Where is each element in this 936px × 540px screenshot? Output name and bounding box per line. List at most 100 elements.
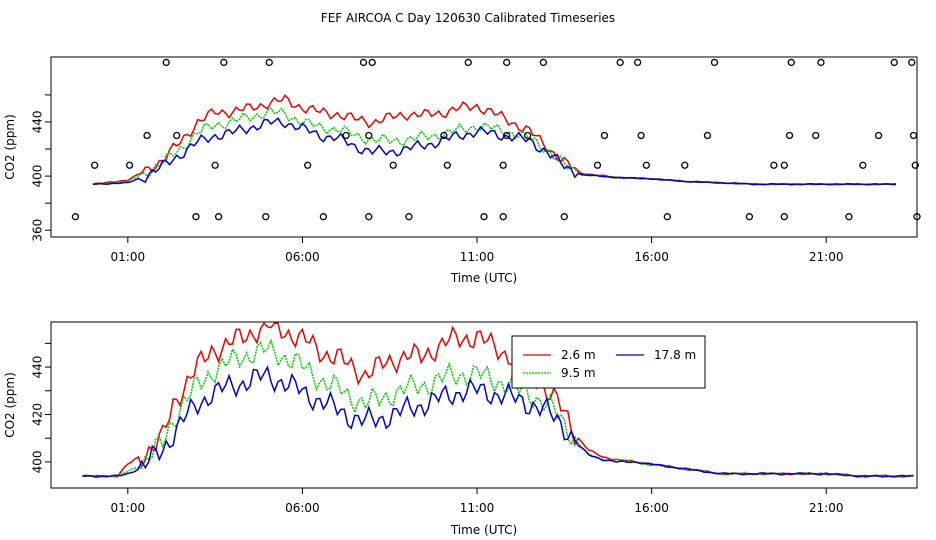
y-tick-label: 440: [31, 356, 45, 379]
calibration-points: [71, 58, 921, 221]
y-tick-label: 420: [31, 403, 45, 426]
calibration-point: [859, 161, 867, 169]
calibration-point: [389, 161, 397, 169]
calibration-point: [71, 213, 80, 221]
x-tick-label: 01:00: [111, 250, 146, 264]
calibration-point: [600, 131, 609, 140]
x-tick-label: 21:00: [809, 250, 844, 264]
calibration-point: [265, 58, 273, 67]
calibration-point: [162, 58, 170, 67]
calibration-point: [710, 58, 719, 67]
calibration-point: [173, 131, 181, 140]
chart-title: FEF AIRCOA C Day 120630 Calibrated Times…: [321, 11, 615, 25]
calibration-point: [785, 131, 794, 140]
calibration-point: [845, 213, 853, 221]
x-tick-label: 11:00: [460, 250, 495, 264]
calibration-point: [616, 58, 624, 67]
calibration-point: [499, 161, 507, 169]
x-tick-label: 16:00: [634, 250, 669, 264]
calibration-point: [817, 58, 825, 67]
calibration-point: [499, 213, 507, 221]
calibration-point: [787, 58, 795, 67]
calibration-point: [304, 161, 312, 169]
panel-top: 01:00 06:00 11:00 16:00 21:00 360 400 440 Time…: [3, 56, 921, 285]
plot-frame-top: [50, 56, 918, 238]
calibration-point: [365, 213, 373, 221]
calibration-point: [90, 161, 99, 169]
calibration-point: [913, 213, 921, 221]
calibration-point: [523, 131, 532, 140]
series-line-bottom-2-6-m: [82, 322, 914, 478]
series-line-top-2-6-m: [92, 93, 897, 186]
series-lines-bottom: [82, 322, 914, 478]
calibration-point: [211, 161, 219, 169]
calibration-point: [780, 213, 788, 221]
calibration-point: [405, 213, 413, 221]
calibration-point: [262, 213, 270, 221]
series-line-bottom-9-5-m: [82, 338, 914, 478]
x-axis-label-top: Time (UTC): [450, 271, 517, 285]
calibration-point: [480, 213, 488, 221]
calibration-point: [560, 213, 568, 221]
calibration-point: [503, 131, 511, 140]
panel-bottom: 01:00 06:00 11:00 16:00 21:00 400 420 440 Time…: [3, 321, 918, 537]
x-tick-label: 21:00: [809, 501, 844, 515]
y-tick-label: 360: [31, 219, 45, 242]
series-lines-top: [92, 93, 897, 186]
calibration-point: [192, 213, 200, 221]
calibration-point: [214, 213, 223, 221]
calibration-point: [780, 161, 788, 169]
legend-box: [511, 335, 706, 389]
calibration-point: [593, 161, 602, 169]
calibration-point: [633, 58, 642, 67]
calibration-point: [125, 161, 134, 169]
x-axis-label-bottom: Time (UTC): [450, 523, 517, 537]
legend-label-17-8m: 17.8 m: [654, 348, 696, 362]
calibration-point: [681, 161, 689, 169]
legend: 2.6 m 9.5 m 17.8 m: [511, 335, 706, 389]
y-axis-label-top: CO2 (ppm): [3, 114, 17, 180]
x-tick-label: 11:00: [460, 501, 495, 515]
calibration-point: [359, 58, 368, 67]
calibration-point: [908, 58, 916, 67]
calibration-point: [911, 161, 919, 169]
series-line-top-9-5-m: [92, 107, 897, 186]
calibration-point: [464, 58, 472, 67]
calibration-point: [812, 131, 820, 140]
calibration-point: [770, 161, 778, 169]
legend-label-9-5m: 9.5 m: [561, 366, 596, 380]
calibration-point: [365, 131, 373, 140]
y-tick-label: 440: [31, 111, 45, 134]
calibration-point: [220, 58, 228, 67]
calibration-point: [143, 131, 151, 140]
calibration-point: [539, 58, 548, 67]
calibration-point: [319, 213, 328, 221]
series-line-top-17-8-m: [92, 117, 897, 186]
x-tick-label: 06:00: [285, 501, 320, 515]
calibration-point: [703, 131, 712, 140]
y-axis-label-bottom: CO2 (ppm): [3, 372, 17, 438]
calibration-point: [440, 131, 448, 140]
calibration-point: [503, 58, 511, 67]
calibration-point: [663, 213, 671, 221]
calibration-point: [890, 58, 898, 67]
x-axis-top: 01:00 06:00 11:00 16:00 21:00: [111, 237, 844, 264]
plot-frame-bottom: [50, 321, 918, 489]
y-axis-bottom: 400 420 440: [31, 342, 51, 473]
x-tick-label: 16:00: [634, 501, 669, 515]
calibration-point: [909, 131, 918, 140]
y-axis-top: 360 400 440: [31, 94, 51, 242]
calibration-point: [642, 161, 651, 169]
y-tick-label: 400: [31, 450, 45, 473]
calibration-point: [368, 58, 376, 67]
legend-label-2-6m: 2.6 m: [561, 348, 596, 362]
calibration-point: [874, 131, 883, 140]
x-tick-label: 01:00: [111, 501, 146, 515]
x-tick-label: 06:00: [285, 250, 320, 264]
calibration-point: [637, 131, 645, 140]
calibration-point: [443, 161, 451, 169]
y-tick-label: 400: [31, 165, 45, 188]
series-line-bottom-17-8-m: [82, 365, 914, 478]
calibration-point: [342, 131, 350, 140]
